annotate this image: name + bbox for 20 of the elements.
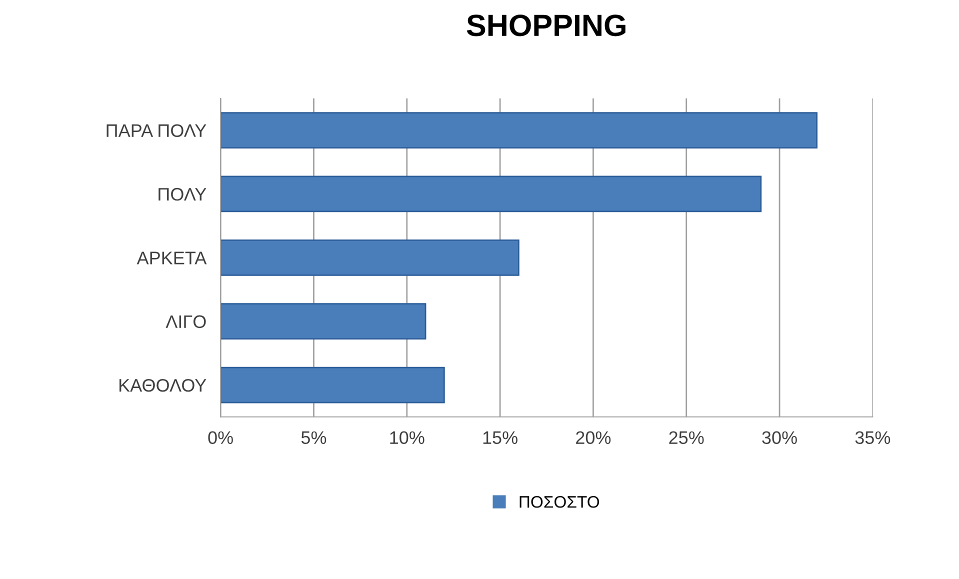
x-tick-label: 25% [669,431,704,444]
bar [220,176,762,212]
y-tick-label: ΑΡΚΕΤΑ [136,252,207,264]
chart-title: SHOPPING [466,14,626,36]
legend-label: ΠΟΣΟΣΤΟ [520,496,600,508]
x-tick-label: 0% [208,431,233,444]
x-tick-label: 30% [762,431,797,444]
y-tick-label: ΛΙΓΟ [166,315,206,328]
bar [220,303,426,340]
x-tick-label: 5% [301,431,326,444]
y-tick-label: ΠΟΛΥ [158,188,206,201]
bar [220,239,520,276]
y-tick-label: ΠΑΡΑ ΠΟΛΥ [106,124,206,137]
bar [220,112,818,148]
x-tick-label: 15% [483,431,518,444]
bar [220,366,445,404]
y-tick-label: ΚΑΘΟΛΟΥ [120,378,206,392]
x-tick-label: 10% [390,431,424,444]
x-tick-label: 35% [855,431,890,444]
x-tick-label: 20% [576,431,611,444]
